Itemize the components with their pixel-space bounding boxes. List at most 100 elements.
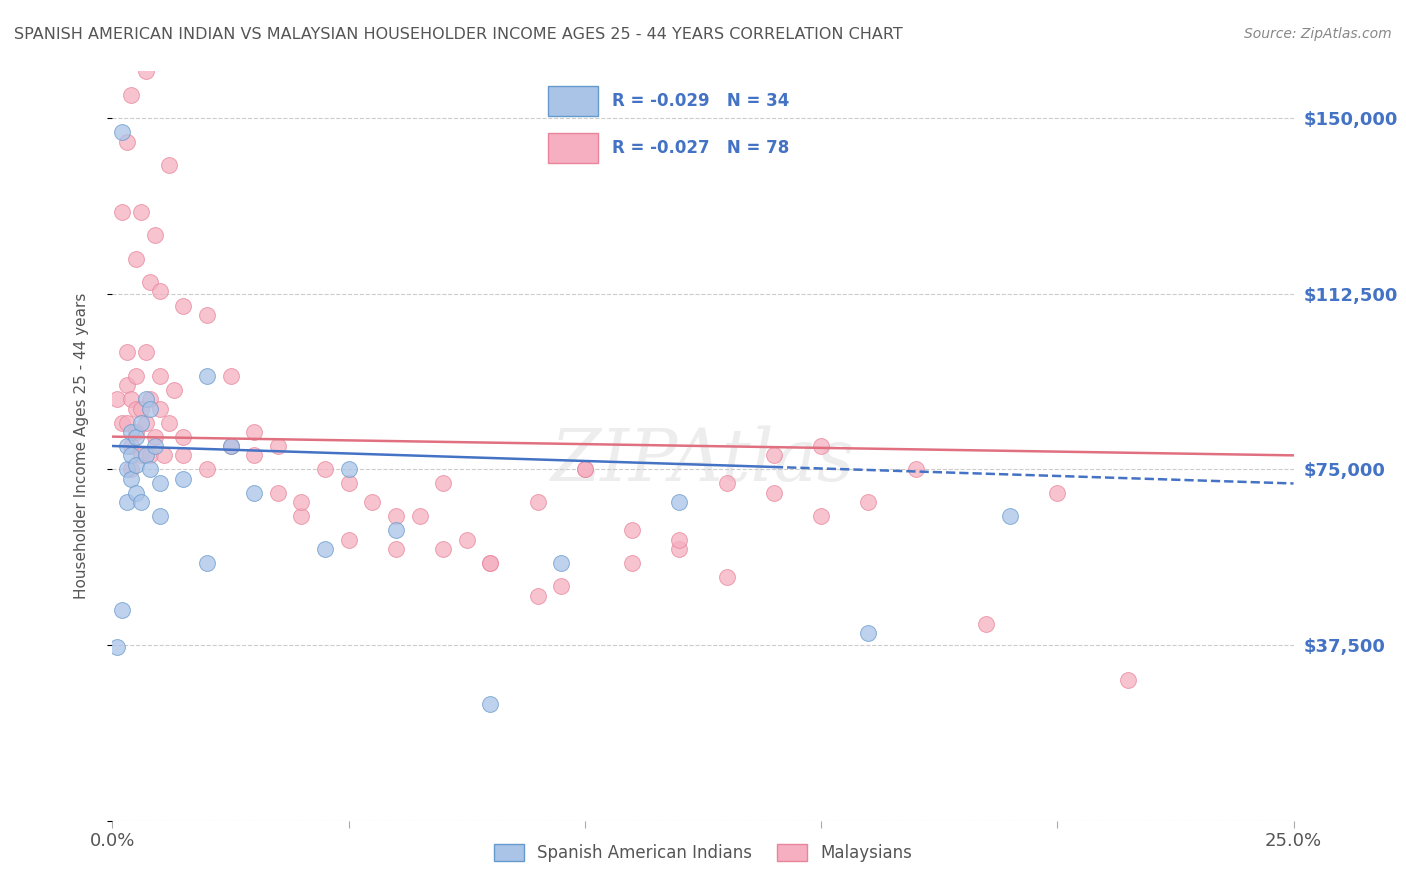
Point bbox=[135, 345, 157, 359]
Point bbox=[120, 425, 142, 439]
Point bbox=[762, 449, 785, 463]
Point bbox=[129, 495, 152, 509]
Point bbox=[668, 533, 690, 547]
Point bbox=[479, 556, 502, 570]
Point bbox=[172, 298, 194, 313]
Point bbox=[143, 430, 166, 444]
Point bbox=[115, 416, 138, 430]
Point bbox=[115, 462, 138, 476]
Point bbox=[115, 135, 138, 149]
Point bbox=[125, 485, 148, 500]
Point bbox=[1046, 485, 1069, 500]
Point bbox=[115, 345, 138, 359]
Point bbox=[314, 542, 336, 557]
Point bbox=[115, 378, 138, 392]
Point bbox=[716, 570, 738, 584]
Point bbox=[337, 462, 360, 476]
Point bbox=[120, 392, 142, 407]
Point bbox=[195, 462, 218, 476]
Point bbox=[574, 462, 596, 476]
Text: Source: ZipAtlas.com: Source: ZipAtlas.com bbox=[1244, 27, 1392, 41]
Legend: Spanish American Indians, Malaysians: Spanish American Indians, Malaysians bbox=[486, 837, 920, 869]
Point bbox=[267, 439, 290, 453]
Point bbox=[120, 472, 142, 486]
Point bbox=[195, 368, 218, 383]
Point bbox=[385, 509, 408, 524]
Point bbox=[111, 603, 134, 617]
Point bbox=[195, 556, 218, 570]
Point bbox=[858, 495, 880, 509]
Point bbox=[432, 476, 454, 491]
Y-axis label: Householder Income Ages 25 - 44 years: Householder Income Ages 25 - 44 years bbox=[75, 293, 89, 599]
Point bbox=[526, 495, 548, 509]
Point bbox=[337, 533, 360, 547]
Point bbox=[172, 449, 194, 463]
Point bbox=[120, 462, 142, 476]
Point bbox=[432, 542, 454, 557]
Point bbox=[139, 392, 162, 407]
Point bbox=[456, 533, 478, 547]
Point bbox=[129, 205, 152, 219]
Point bbox=[120, 449, 142, 463]
Point bbox=[139, 449, 162, 463]
Point bbox=[149, 509, 172, 524]
Point bbox=[267, 485, 290, 500]
Point bbox=[243, 485, 266, 500]
Point bbox=[135, 392, 157, 407]
Point bbox=[219, 439, 242, 453]
Bar bbox=[548, 87, 598, 116]
Point bbox=[105, 640, 128, 655]
Point bbox=[157, 158, 180, 172]
Point bbox=[668, 495, 690, 509]
Point bbox=[810, 509, 832, 524]
Point bbox=[385, 542, 408, 557]
Point bbox=[858, 626, 880, 640]
Point bbox=[219, 439, 242, 453]
Point bbox=[125, 425, 148, 439]
Point bbox=[408, 509, 430, 524]
Point bbox=[762, 485, 785, 500]
Point bbox=[195, 308, 218, 322]
Text: R = -0.029   N = 34: R = -0.029 N = 34 bbox=[612, 93, 789, 111]
Point bbox=[139, 462, 162, 476]
Point bbox=[149, 368, 172, 383]
Point bbox=[129, 449, 152, 463]
Point bbox=[139, 401, 162, 416]
Point bbox=[621, 556, 644, 570]
Point bbox=[621, 523, 644, 537]
Point bbox=[219, 368, 242, 383]
Point bbox=[157, 416, 180, 430]
Point bbox=[163, 383, 186, 397]
Point bbox=[550, 556, 572, 570]
Text: SPANISH AMERICAN INDIAN VS MALAYSIAN HOUSEHOLDER INCOME AGES 25 - 44 YEARS CORRE: SPANISH AMERICAN INDIAN VS MALAYSIAN HOU… bbox=[14, 27, 903, 42]
Point bbox=[115, 439, 138, 453]
Text: R = -0.027   N = 78: R = -0.027 N = 78 bbox=[612, 139, 789, 157]
Point bbox=[149, 285, 172, 299]
Point bbox=[139, 275, 162, 289]
Point bbox=[668, 542, 690, 557]
Point bbox=[111, 416, 134, 430]
Point bbox=[314, 462, 336, 476]
Point bbox=[904, 462, 927, 476]
Point bbox=[290, 509, 312, 524]
Point bbox=[479, 556, 502, 570]
Text: ZIPAtlas: ZIPAtlas bbox=[551, 425, 855, 496]
Point bbox=[716, 476, 738, 491]
Point bbox=[479, 697, 502, 711]
Point bbox=[125, 430, 148, 444]
Point bbox=[125, 401, 148, 416]
Point bbox=[574, 462, 596, 476]
Point bbox=[120, 87, 142, 102]
Point bbox=[135, 416, 157, 430]
Point bbox=[125, 368, 148, 383]
Point bbox=[111, 125, 134, 139]
Point bbox=[361, 495, 384, 509]
Point bbox=[526, 589, 548, 603]
Point bbox=[143, 439, 166, 453]
Point bbox=[290, 495, 312, 509]
Point bbox=[135, 64, 157, 78]
Point bbox=[125, 252, 148, 266]
Point bbox=[105, 392, 128, 407]
Point bbox=[125, 458, 148, 472]
Bar bbox=[548, 134, 598, 163]
